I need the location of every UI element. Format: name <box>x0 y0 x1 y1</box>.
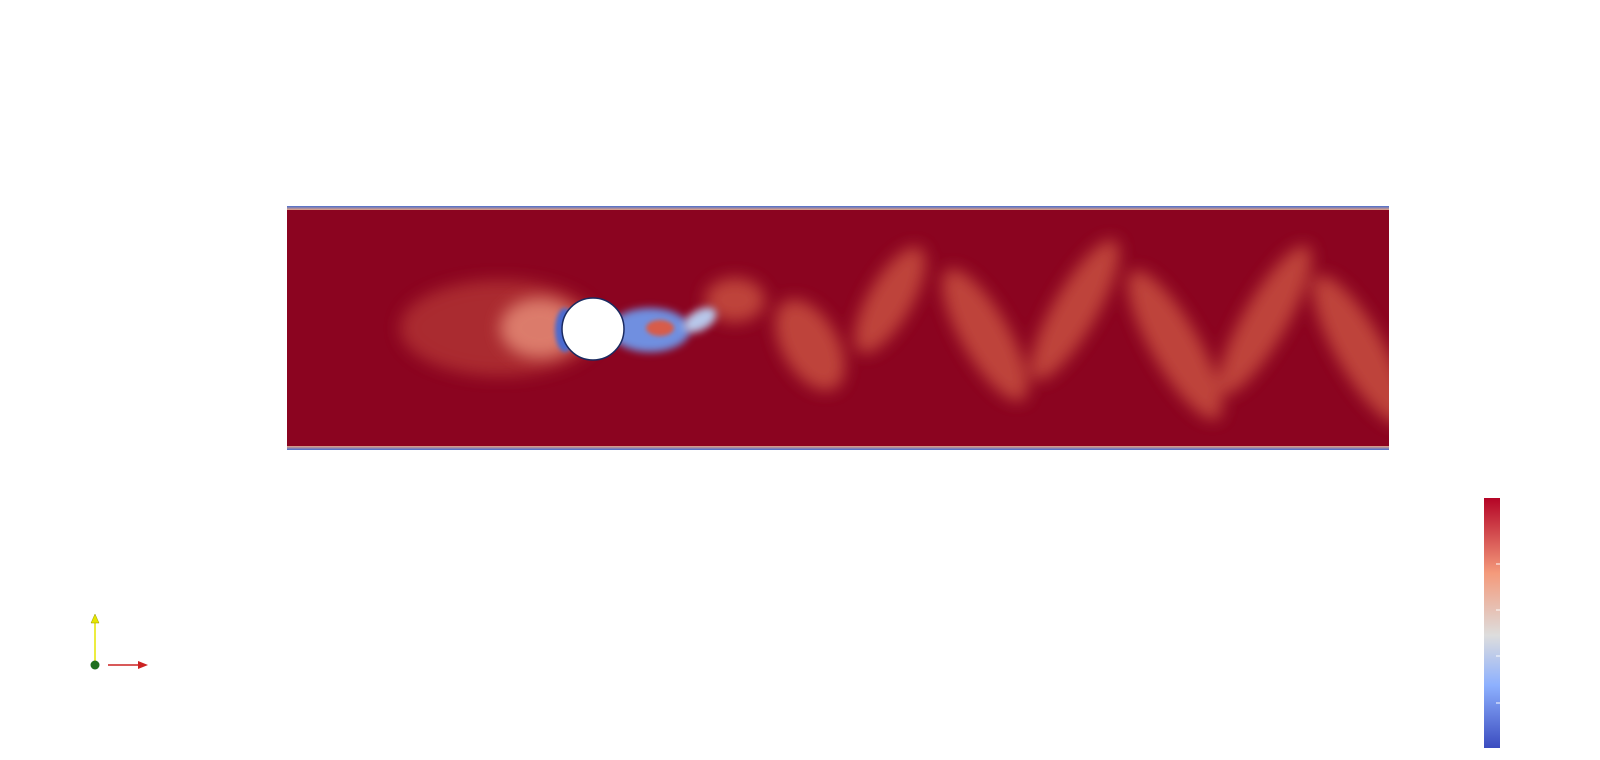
channel-field <box>287 206 1389 450</box>
cylinder <box>561 297 625 361</box>
color-bar-ticks <box>1496 563 1500 704</box>
color-bar <box>1484 498 1500 748</box>
vortex-street <box>705 239 1389 425</box>
orientation-axes <box>90 613 148 670</box>
top-wall-layer <box>287 206 1389 210</box>
bottom-wall-layer <box>287 446 1389 450</box>
